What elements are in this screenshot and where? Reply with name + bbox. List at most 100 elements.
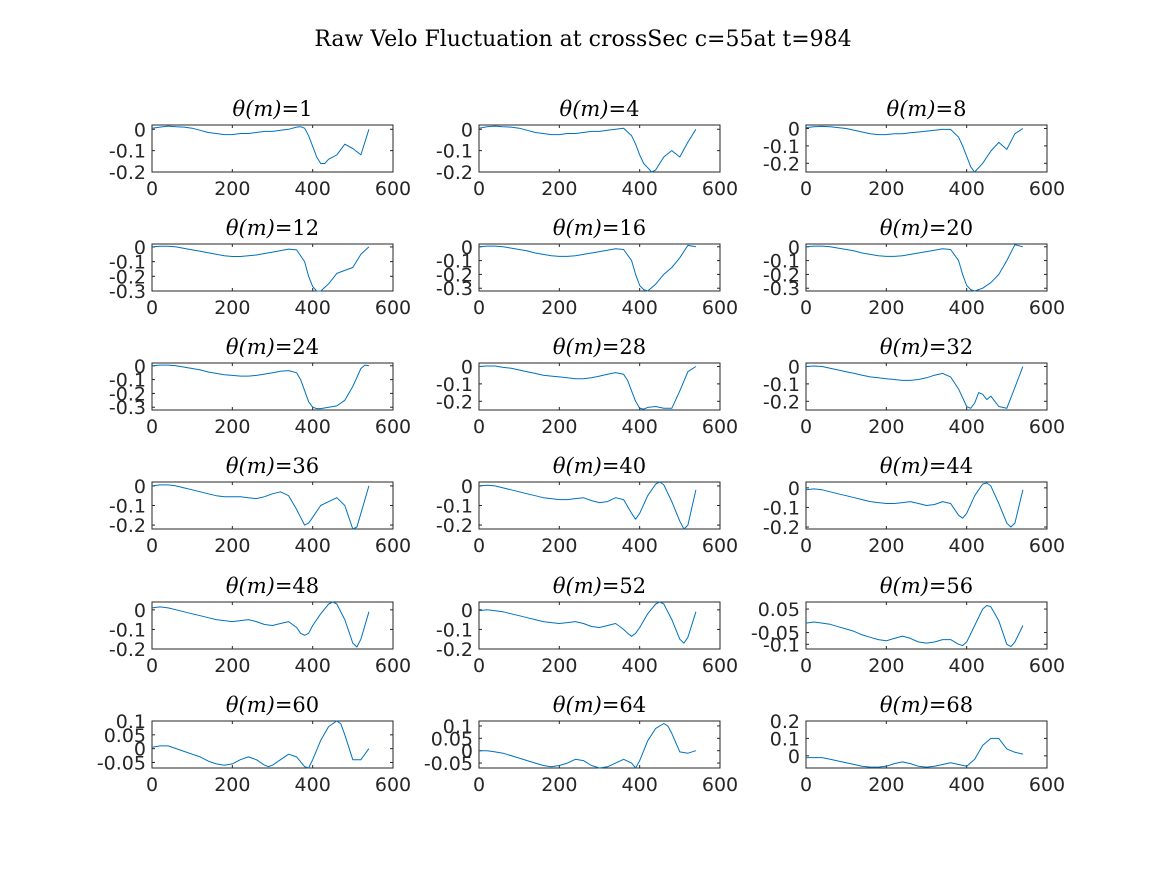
y-tick-label: -0.2 — [763, 153, 800, 175]
velocity-series-line — [478, 365, 697, 410]
x-tick-label: 600 — [702, 297, 738, 319]
subplot-6: θ(m)=200 200 400 600-0.3-0.2-0.10 — [763, 216, 1065, 319]
y-tick-label: -0.1 — [763, 374, 800, 396]
axes-box — [478, 481, 721, 530]
y-tick-label: 0 — [134, 237, 146, 259]
axes-box — [478, 124, 721, 173]
y-tick-label: -0.05 — [424, 753, 473, 775]
title-variable: (m) — [572, 97, 608, 121]
velocity-series-line — [151, 601, 370, 648]
velocity-series-line — [805, 365, 1024, 409]
y-tick-label: -0.05 — [751, 623, 800, 645]
subplot-3: θ(m)=8 0 200 400 600 -0.2-0.10 — [763, 97, 1065, 200]
subplot-title: θ(m)=52 — [553, 574, 646, 598]
x-tick-label: 600 — [375, 297, 411, 319]
title-value: =1 — [282, 97, 313, 121]
x-tick-label: 0 — [800, 416, 812, 438]
x-tick-label: 200 — [541, 535, 577, 557]
x-tick-label: 200 — [214, 535, 250, 557]
x-tick-label: 600 — [375, 655, 411, 677]
y-tick-label: -0.2 — [109, 266, 146, 288]
x-tick-label: 0 — [146, 178, 158, 200]
title-variable: (m) — [239, 574, 275, 598]
title-symbol: θ — [553, 216, 566, 240]
subplot-1: θ(m)=1 0 200 400 600 -0.2-0.10 — [109, 97, 411, 200]
y-tick-label: -0.3 — [109, 281, 146, 303]
title-value: =56 — [929, 574, 973, 598]
x-tick-label: 0 — [473, 774, 485, 796]
title-value: =24 — [275, 335, 319, 359]
axes-box — [478, 601, 721, 650]
subplot-13: θ(m)=48 0 200 400 600 -0.2-0.10 — [109, 574, 411, 677]
y-tick-label: -0.2 — [109, 162, 146, 184]
subplot-title: θ(m)=28 — [553, 335, 646, 359]
y-tick-label: 0 — [788, 237, 800, 259]
axes-box — [151, 124, 394, 173]
velocity-series-line — [806, 737, 1024, 768]
title-variable: (m) — [239, 335, 275, 359]
velocity-series-line — [151, 125, 370, 164]
y-tick-label: -0.2 — [436, 515, 473, 537]
x-tick-label: 400 — [295, 297, 331, 319]
x-tick-label: 200 — [214, 655, 250, 677]
y-tick-label: -0.1 — [109, 370, 146, 392]
title-value: =32 — [929, 335, 973, 359]
axes-box — [478, 720, 721, 769]
y-tick-label: 0 — [461, 119, 473, 141]
y-tick-label: 0 — [461, 237, 473, 259]
x-tick-label: 0 — [473, 416, 485, 438]
y-tick-label: -0.1 — [763, 251, 800, 273]
subplot-title: θ(m)=68 — [880, 693, 973, 717]
x-tick-label: 0 — [146, 655, 158, 677]
y-tick-label: -0.2 — [436, 162, 473, 184]
subplot-title: θ(m)=44 — [880, 454, 973, 478]
title-symbol: θ — [880, 454, 893, 478]
title-variable: (m) — [893, 693, 929, 717]
x-tick-label: 200 — [868, 416, 904, 438]
y-tick-label: -0.1 — [763, 136, 800, 158]
x-tick-label: 400 — [295, 774, 331, 796]
x-tick-label: 600 — [375, 178, 411, 200]
subplot-5: θ(m)=160 200 400 600-0.3-0.2-0.10 — [436, 216, 738, 319]
y-tick-label: -0.1 — [109, 141, 146, 163]
axes-box — [151, 243, 394, 292]
velocity-series-line — [805, 125, 1024, 173]
title-variable: (m) — [893, 454, 929, 478]
subplot-9: θ(m)=32 0 200 400 600 -0.2-0.10 — [763, 335, 1065, 438]
subplot-2: θ(m)=4 0 200 400 600 -0.2-0.10 — [436, 97, 738, 200]
x-tick-label: 400 — [295, 416, 331, 438]
x-tick-label: 0 — [146, 535, 158, 557]
x-tick-label: 400 — [949, 535, 985, 557]
x-tick-label: 200 — [868, 297, 904, 319]
x-tick-label: 600 — [702, 655, 738, 677]
title-variable: (m) — [893, 574, 929, 598]
x-tick-label: 0 — [800, 774, 812, 796]
y-tick-label: 0.1 — [443, 716, 473, 738]
subplot-8: θ(m)=28 0 200 400 600 -0.2-0.10 — [436, 335, 738, 438]
x-tick-label: 600 — [702, 535, 738, 557]
y-tick-label: -0.1 — [436, 251, 473, 273]
x-tick-label: 0 — [800, 535, 812, 557]
subplot-title: θ(m)=36 — [226, 454, 319, 478]
axes-box — [805, 362, 1048, 411]
x-tick-label: 0 — [146, 297, 158, 319]
y-tick-label: -0.05 — [97, 752, 146, 774]
title-variable: (m) — [566, 335, 602, 359]
y-tick-label: -0.2 — [109, 515, 146, 537]
velocity-series-line — [478, 481, 697, 530]
x-tick-label: 200 — [214, 774, 250, 796]
y-tick-label: -0.2 — [109, 383, 146, 405]
axes-box — [805, 720, 1048, 769]
y-tick-label: 0.05 — [431, 728, 473, 750]
axes-box — [151, 362, 394, 411]
velocity-series-line — [805, 605, 1024, 648]
y-tick-label: 0 — [461, 356, 473, 378]
y-tick-label: 0 — [134, 356, 146, 378]
velocity-series-line — [151, 364, 369, 410]
figure-title: Raw Velo Fluctuation at crossSec c=55at … — [314, 27, 851, 52]
x-tick-label: 0 — [473, 535, 485, 557]
x-tick-label: 400 — [622, 178, 658, 200]
subplot-7: θ(m)=240 200 400 600-0.3-0.2-0.10 — [109, 335, 411, 438]
y-tick-label: 0 — [134, 119, 146, 141]
